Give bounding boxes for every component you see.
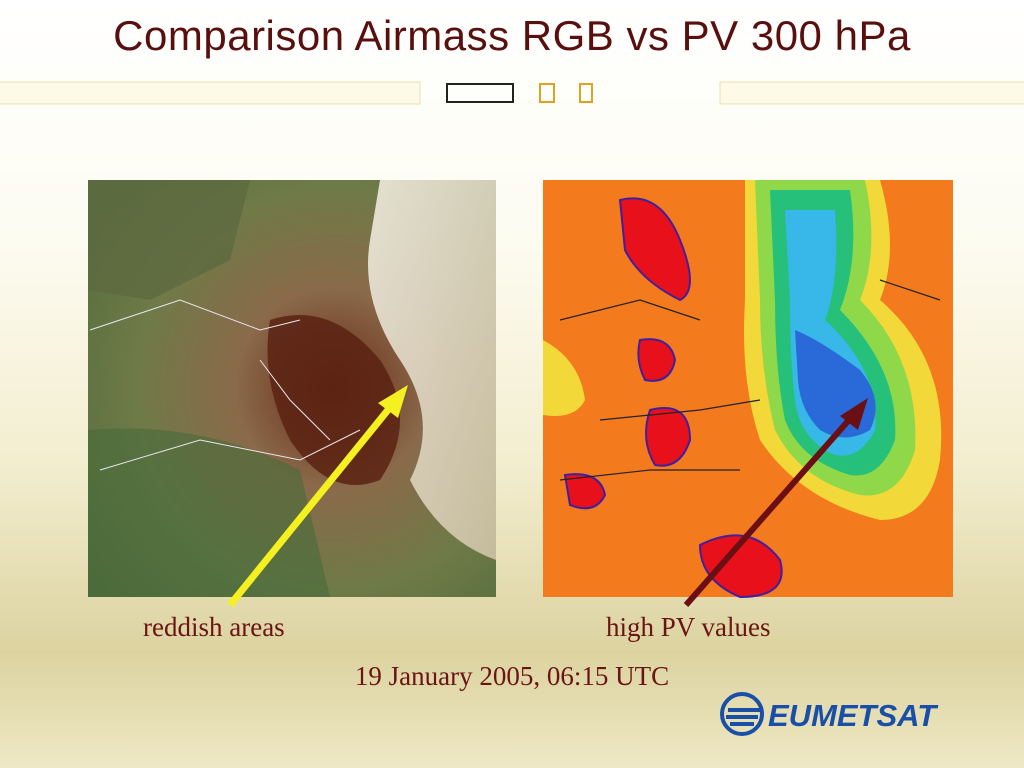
arrow xyxy=(683,410,859,607)
logo-text: EUMETSAT xyxy=(768,698,939,733)
arrow-head xyxy=(378,385,408,418)
slide-title: Comparison Airmass RGB vs PV 300 hPa xyxy=(113,12,911,59)
deco-square xyxy=(539,83,555,103)
logo: EUMETSAT xyxy=(720,692,939,736)
caption: reddish areas xyxy=(143,612,285,642)
arrow xyxy=(227,397,399,608)
deco-bar xyxy=(0,81,421,105)
deco-bar xyxy=(719,81,1024,105)
deco-box xyxy=(446,83,514,103)
caption: high PV values xyxy=(606,612,771,642)
date-caption: 19 January 2005, 06:15 UTC xyxy=(354,661,670,691)
arrow-head xyxy=(840,398,868,430)
satellite-image xyxy=(88,180,496,597)
deco-square xyxy=(579,83,593,103)
